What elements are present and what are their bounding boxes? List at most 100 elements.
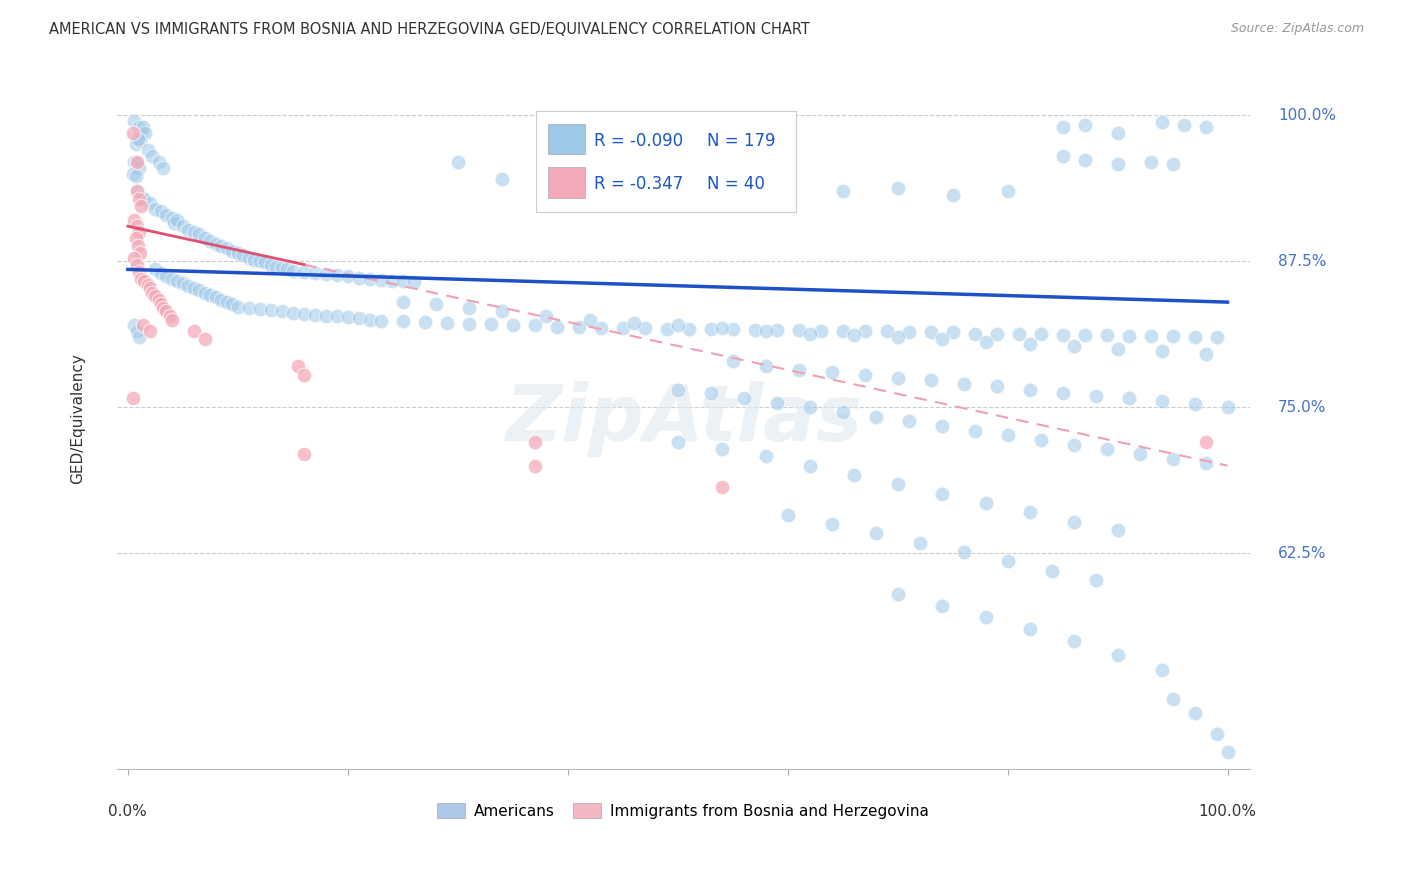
Point bbox=[699, 386, 721, 401]
Point bbox=[226, 246, 249, 260]
Point bbox=[243, 253, 266, 268]
Point bbox=[127, 239, 149, 253]
Point bbox=[188, 227, 211, 242]
Point bbox=[755, 450, 778, 464]
Point bbox=[336, 269, 359, 284]
Point bbox=[326, 268, 349, 283]
Point bbox=[145, 202, 167, 216]
Point bbox=[304, 308, 326, 322]
Point bbox=[963, 326, 986, 341]
Point bbox=[124, 213, 146, 227]
Point bbox=[952, 376, 974, 391]
Point bbox=[799, 458, 821, 473]
Point bbox=[974, 610, 997, 624]
Point bbox=[502, 318, 524, 333]
Point bbox=[897, 414, 920, 428]
Point bbox=[134, 192, 156, 206]
Point bbox=[122, 126, 145, 140]
Point bbox=[177, 278, 200, 293]
Point bbox=[260, 258, 283, 272]
Point bbox=[172, 219, 194, 234]
Point bbox=[155, 269, 177, 284]
Point bbox=[315, 267, 337, 281]
Point bbox=[129, 272, 152, 286]
Point bbox=[149, 204, 172, 219]
Point bbox=[221, 297, 243, 311]
Point bbox=[699, 322, 721, 336]
Point bbox=[853, 324, 876, 338]
Point bbox=[1194, 120, 1216, 134]
Point bbox=[1128, 447, 1150, 461]
Point bbox=[129, 190, 152, 204]
Point bbox=[710, 320, 733, 334]
Point bbox=[249, 302, 271, 317]
Point bbox=[776, 508, 799, 522]
Point bbox=[129, 126, 152, 140]
Point bbox=[128, 120, 150, 134]
Point bbox=[141, 149, 163, 163]
Point bbox=[755, 324, 778, 338]
Point bbox=[129, 199, 152, 213]
Point bbox=[1063, 339, 1085, 353]
Point bbox=[755, 359, 778, 374]
Point bbox=[612, 320, 634, 334]
Point bbox=[139, 195, 162, 210]
Point bbox=[139, 281, 162, 295]
Point bbox=[491, 304, 513, 318]
Point bbox=[721, 322, 744, 336]
Point bbox=[831, 184, 853, 198]
Point bbox=[370, 314, 392, 328]
Point bbox=[177, 223, 200, 237]
Point bbox=[1205, 727, 1227, 741]
Point bbox=[1084, 388, 1107, 402]
Point bbox=[160, 272, 183, 286]
Point bbox=[122, 167, 145, 181]
Point bbox=[200, 288, 222, 302]
Point bbox=[128, 265, 150, 279]
Point bbox=[920, 326, 942, 340]
Point bbox=[183, 324, 205, 338]
Text: 87.5%: 87.5% bbox=[1278, 253, 1326, 268]
Point bbox=[292, 307, 315, 321]
Text: 0.0%: 0.0% bbox=[108, 805, 148, 820]
Point bbox=[974, 334, 997, 349]
Point bbox=[831, 405, 853, 419]
Point bbox=[270, 304, 292, 318]
Point bbox=[391, 314, 413, 328]
Point bbox=[1216, 401, 1239, 415]
Point bbox=[215, 241, 238, 255]
Point bbox=[336, 310, 359, 325]
Point bbox=[491, 172, 513, 186]
Point bbox=[1173, 118, 1195, 132]
Point bbox=[1007, 326, 1029, 341]
Point bbox=[666, 435, 689, 450]
FancyBboxPatch shape bbox=[548, 168, 585, 198]
Point bbox=[166, 274, 188, 288]
Point bbox=[1018, 337, 1040, 351]
Point bbox=[200, 235, 222, 249]
Point bbox=[886, 371, 908, 385]
Point bbox=[1194, 456, 1216, 470]
Point bbox=[1029, 326, 1052, 341]
Point bbox=[159, 309, 181, 323]
Point bbox=[1150, 394, 1173, 409]
Point bbox=[1063, 515, 1085, 529]
Point bbox=[942, 326, 965, 340]
Point bbox=[194, 231, 217, 245]
Point bbox=[163, 216, 186, 230]
Point bbox=[920, 373, 942, 387]
Text: Source: ZipAtlas.com: Source: ZipAtlas.com bbox=[1230, 22, 1364, 36]
Point bbox=[125, 157, 148, 171]
Point bbox=[127, 131, 149, 145]
Point bbox=[655, 322, 678, 336]
Point bbox=[134, 126, 156, 140]
Point bbox=[1040, 564, 1063, 578]
Point bbox=[963, 424, 986, 438]
Point bbox=[666, 318, 689, 333]
Point bbox=[710, 442, 733, 457]
Point bbox=[765, 395, 787, 409]
Point bbox=[238, 301, 260, 315]
Point bbox=[132, 318, 155, 333]
Point bbox=[160, 312, 183, 326]
Text: AMERICAN VS IMMIGRANTS FROM BOSNIA AND HERZEGOVINA GED/EQUIVALENCY CORRELATION C: AMERICAN VS IMMIGRANTS FROM BOSNIA AND H… bbox=[49, 22, 810, 37]
